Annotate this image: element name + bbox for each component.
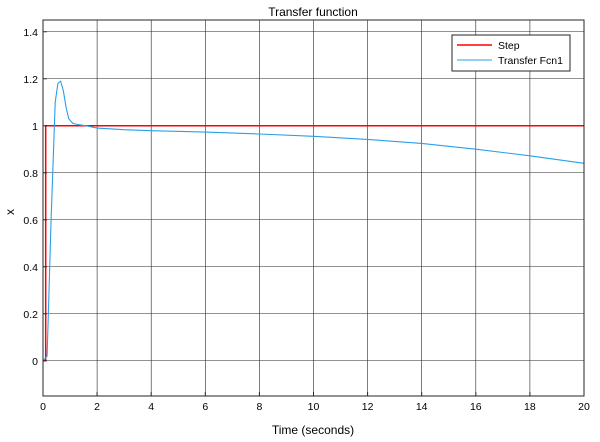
y-axis-ticks: 0 0.2 0.4 0.6 0.8 1 1.2 1.4 (23, 27, 47, 368)
x-tick-label-2: 4 (148, 401, 154, 413)
y-tick-label-5: 1 (32, 121, 38, 133)
y-tick-label-0: 0 (32, 356, 38, 368)
x-axis-label: Time (seconds) (272, 423, 354, 437)
x-axis-ticks: 0 2 4 6 8 10 12 14 16 18 20 (40, 392, 590, 413)
series-line-1 (42, 80, 585, 362)
x-tick-label-10: 20 (578, 401, 590, 413)
chart-title: Transfer function (268, 5, 358, 19)
legend-label-0: Step (498, 40, 520, 52)
x-tick-label-5: 10 (308, 401, 320, 413)
legend-box (451, 34, 571, 72)
y-tick-label-6: 1.2 (23, 74, 38, 86)
x-tick-label-7: 14 (416, 401, 428, 413)
x-tick-label-0: 0 (40, 401, 46, 413)
x-tick-label-8: 16 (470, 401, 482, 413)
x-tick-label-1: 2 (94, 401, 100, 413)
legend-label-1: Transfer Fcn1 (498, 55, 563, 67)
x-tick-label-4: 8 (256, 401, 262, 413)
x-tick-label-9: 18 (524, 401, 536, 413)
y-tick-label-2: 0.4 (23, 262, 38, 274)
x-tick-label-6: 12 (362, 401, 374, 413)
y-tick-label-3: 0.6 (23, 215, 38, 227)
y-tick-label-7: 1.4 (23, 27, 38, 39)
y-axis-label: x (3, 209, 17, 215)
y-tick-label-4: 0.8 (23, 168, 38, 180)
legend: Step Transfer Fcn1 (451, 34, 571, 72)
x-tick-label-3: 6 (202, 401, 208, 413)
y-tick-label-1: 0.2 (23, 309, 38, 321)
